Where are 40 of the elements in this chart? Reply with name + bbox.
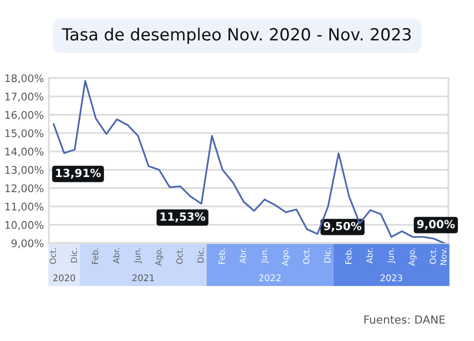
y-tick-label: 13,00% (5, 166, 44, 175)
data-label: 11,53% (160, 212, 206, 222)
x-tick-label: Ago. (408, 248, 417, 266)
x-tick-label: Feb. (218, 248, 225, 264)
y-tick-label: 18,00% (5, 74, 44, 84)
x-tick-label: Jun. (260, 248, 269, 264)
x-tick-label: Dic. (70, 248, 78, 262)
text: 2021 (132, 274, 154, 282)
x-tick-label: Oct. (303, 248, 310, 264)
x-tick-label: Abr. (240, 248, 246, 264)
source-note: Fuentes: DANE (364, 316, 445, 324)
x-tick-label: Oct. (176, 248, 183, 264)
text: 2023 (380, 274, 402, 282)
text: 2020 (53, 274, 76, 282)
x-tick-label: Abr. (366, 248, 373, 264)
text: 2022 (259, 274, 281, 282)
y-tick-label: 16,00% (5, 110, 44, 120)
y-tick-label: 15,00% (5, 129, 44, 138)
chart-title: Tasa de desempleo Nov. 2020 - Nov. 2023 (62, 28, 411, 44)
data-label: 13,91% (56, 168, 101, 179)
x-tick-label: Abr. (112, 248, 120, 264)
x-tick-label: Nov. (440, 248, 447, 265)
y-tick-label: 17,00% (5, 92, 44, 102)
y-tick-label: 12,00% (5, 184, 44, 194)
x-tick-label: Ago. (155, 248, 164, 266)
y-tick-label: 14,00% (5, 148, 44, 157)
y-tick-label: 10,00% (5, 221, 44, 230)
x-tick-label: Dic. (324, 248, 330, 262)
y-tick-label: 9,00% (12, 239, 44, 248)
x-tick-label: Jun. (134, 248, 142, 264)
x-tick-label: Oct. (50, 248, 56, 264)
x-tick-label: Feb. (345, 248, 352, 264)
y-tick-label: 11,00% (5, 202, 44, 212)
x-tick-label: Jun. (388, 248, 396, 264)
x-tick-label: Dic. (197, 248, 204, 262)
x-tick-label: Ago. (282, 248, 290, 266)
x-tick-label: Feb. (92, 248, 98, 264)
data-label: 9,50% (324, 222, 362, 232)
x-tick-label: Oct. (430, 248, 436, 264)
data-label: 9,00% (417, 220, 455, 230)
